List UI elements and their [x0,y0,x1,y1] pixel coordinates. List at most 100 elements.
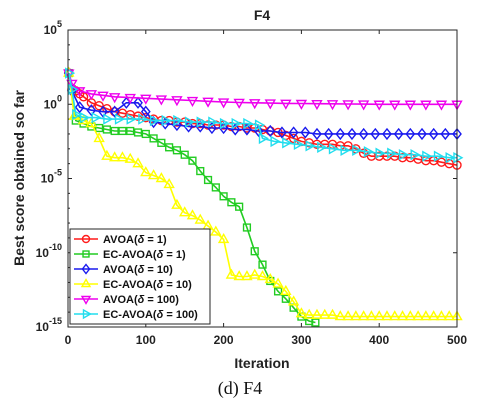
data-marker [141,129,150,139]
data-marker [124,152,136,163]
data-marker [357,100,370,111]
data-marker [328,143,339,155]
data-marker [149,134,158,143]
data-marker [335,127,346,141]
data-marker [211,183,220,192]
data-marker [235,202,244,211]
data-marker [347,127,357,141]
data-marker [311,308,323,319]
data-marker [82,250,90,258]
legend-label: EC-AVOA(δ = 10) [103,279,192,291]
data-marker [103,113,114,125]
data-marker [219,192,228,201]
data-marker [85,117,98,128]
legend-label: EC-AVOA(δ = 1) [103,249,186,261]
data-marker [227,198,236,207]
data-marker [410,149,421,161]
x-tick-label: 500 [447,333,467,347]
data-marker [280,284,292,296]
data-marker [80,278,92,288]
data-marker [243,117,254,130]
data-marker [208,116,219,128]
data-marker [334,310,346,321]
data-marker [225,268,238,279]
legend-entry-1: AVOA(δ = 1) [74,234,167,246]
data-marker [342,100,354,111]
data-marker [404,100,417,111]
data-marker [98,105,108,118]
data-marker [155,172,168,183]
data-marker [118,126,127,136]
data-marker [280,99,292,110]
y-tick-label: 105 [44,19,62,37]
series-line [68,72,457,106]
data-marker [126,126,135,136]
data-marker [72,108,83,121]
data-marker [303,308,315,319]
data-marker [250,247,259,256]
data-marker [203,175,213,185]
data-marker [317,141,328,154]
data-marker [149,114,161,127]
data-marker [295,99,308,110]
data-marker [242,223,252,232]
data-marker [171,198,183,209]
data-marker [387,147,398,159]
data-marker [417,127,427,141]
data-marker [138,113,149,125]
data-marker [140,166,152,177]
y-tick-label: 10-5 [41,168,62,186]
data-marker [155,95,168,106]
legend-entry-2: EC-AVOA(δ = 1) [74,249,186,261]
x-tick-label: 100 [136,333,156,347]
data-marker [93,131,105,143]
data-marker [66,79,78,90]
data-marker [231,117,242,130]
data-marker [440,127,451,141]
data-marker [370,127,381,141]
data-marker [140,105,151,118]
data-marker [358,148,369,158]
data-marker [233,270,245,281]
data-marker [326,308,339,319]
y-axis-label: Best score obtained so far [11,90,27,266]
y-tick-label: 100 [44,93,62,111]
data-marker [194,213,206,224]
legend-label: AVOA(δ = 1) [103,234,167,246]
data-marker [171,96,183,107]
data-marker [433,150,444,162]
data-marker [281,294,290,303]
data-marker [389,100,401,111]
data-marker [108,93,121,104]
figure-caption: (d) F4 [217,378,263,398]
legend-entry-3: AVOA(δ = 10) [74,263,173,276]
data-marker [256,270,269,281]
data-marker [398,149,409,161]
data-marker [249,268,261,279]
data-marker [110,126,119,136]
legend-entry-4: EC-AVOA(δ = 10) [74,278,192,291]
data-marker [217,98,230,109]
data-marker [435,100,448,111]
data-marker [95,123,104,133]
legend-label: AVOA(δ = 10) [103,264,173,276]
data-marker [311,99,323,111]
x-tick-label: 400 [369,333,389,347]
chart-title: F4 [254,7,271,23]
data-marker [210,225,222,236]
legend-box [69,228,211,325]
data-marker [350,310,362,321]
data-marker [157,138,166,147]
data-marker [420,310,432,321]
data-marker [264,273,276,284]
data-marker [445,152,456,164]
data-marker [382,127,392,141]
data-marker [288,133,299,144]
data-marker [196,166,205,176]
data-marker [241,270,253,281]
legend-entry-5: AVOA(δ = 100) [74,294,179,306]
data-marker [258,132,269,145]
legend-label: AVOA(δ = 100) [103,294,179,306]
data-marker [219,117,231,130]
data-marker [277,126,287,139]
